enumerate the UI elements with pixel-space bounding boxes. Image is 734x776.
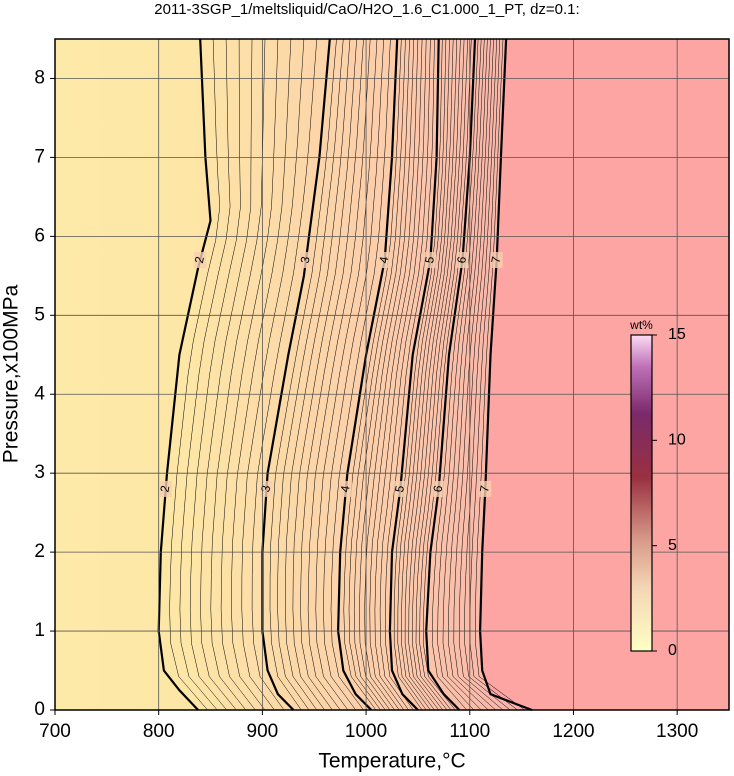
x-tick-label: 900	[247, 721, 279, 742]
x-tick-label: 700	[39, 721, 71, 742]
chart-title: 2011-3SGP_1/meltsliquid/CaO/H2O_1.6_C1.0…	[154, 1, 579, 18]
contour-line	[425, 38, 477, 711]
plot-frame	[54, 38, 730, 711]
minor-contour	[401, 38, 450, 711]
minor-contour	[437, 38, 482, 711]
y-tick-label: 2	[34, 541, 45, 562]
colorbar-tick-label: 15	[668, 326, 686, 343]
contour-label: 7	[477, 484, 492, 493]
minor-contour	[374, 38, 427, 711]
contour-label-bg	[394, 480, 407, 497]
colorbar-tick-label: 0	[668, 642, 677, 659]
minor-contour	[189, 38, 241, 711]
contour-label-bg	[378, 252, 391, 269]
minor-contour	[458, 38, 504, 711]
x-tick-label: 1000	[345, 721, 387, 742]
contour-label: 5	[392, 484, 407, 493]
y-tick-label: 6	[34, 225, 45, 246]
contour-label-bg	[159, 480, 172, 497]
contour-label-bg	[299, 252, 312, 269]
minor-contour	[300, 38, 364, 711]
minor-contour	[323, 38, 384, 711]
minor-contour	[464, 38, 511, 711]
minor-contour	[448, 38, 489, 711]
saturated-region	[480, 39, 729, 710]
colorbar-tick-label: 10	[668, 432, 686, 449]
minor-contour	[307, 38, 371, 711]
minor-contour	[169, 38, 221, 711]
colorbar-tick-label: 5	[668, 537, 677, 554]
minor-contour	[379, 38, 431, 711]
minor-contour	[359, 38, 415, 711]
minor-contour	[431, 38, 479, 711]
minor-contour	[179, 38, 231, 711]
contour-label: 4	[376, 255, 391, 264]
minor-contour	[269, 38, 337, 711]
minor-contour	[412, 38, 461, 711]
contour-label: 2	[157, 484, 172, 493]
minor-contour	[422, 38, 472, 711]
y-tick-label: 0	[34, 699, 45, 720]
contour-label: 6	[430, 484, 445, 493]
minor-contour	[200, 38, 253, 711]
contour-label: 3	[298, 255, 313, 264]
contour-label: 6	[454, 255, 469, 264]
minor-contour	[415, 38, 465, 711]
contour-label: 4	[338, 484, 353, 493]
minor-contour	[241, 38, 305, 711]
minor-contour	[292, 38, 357, 711]
minor-contour	[220, 38, 279, 711]
minor-contour	[397, 38, 447, 711]
y-tick-label: 5	[34, 304, 45, 325]
minor-contour	[385, 38, 435, 711]
minor-contour	[348, 38, 406, 711]
x-tick-label: 1300	[656, 721, 698, 742]
minor-contour	[408, 38, 458, 711]
minor-contour	[315, 38, 378, 711]
minor-contour	[469, 38, 518, 711]
y-tick-label: 7	[34, 146, 45, 167]
contour-line	[336, 38, 399, 711]
x-axis-label: Temperature,°C	[318, 750, 465, 773]
y-tick-label: 3	[34, 462, 45, 483]
minor-contour	[453, 38, 496, 711]
minor-contour	[251, 38, 318, 711]
contour-label-bg	[339, 480, 352, 497]
contour-label: 7	[488, 255, 503, 264]
colorbar	[630, 334, 653, 652]
contour-label-bg	[456, 252, 469, 269]
minor-contour	[343, 38, 402, 711]
minor-contour	[285, 38, 351, 711]
contour-label-bg	[424, 252, 437, 269]
minor-contour	[369, 38, 423, 711]
minor-contour	[393, 38, 443, 711]
x-tick-label: 1100	[449, 721, 490, 742]
contour-label-bg	[479, 480, 492, 497]
minor-contour	[419, 38, 468, 711]
y-tick-label: 8	[34, 67, 45, 88]
minor-contour	[353, 38, 410, 711]
y-axis-label: Pressure,x100MPa	[0, 284, 23, 463]
contour-label: 5	[422, 255, 437, 264]
y-tick-label: 4	[34, 383, 45, 404]
minor-contour	[277, 38, 344, 711]
contour-label: 2	[192, 255, 207, 264]
x-tick-label: 800	[143, 721, 175, 742]
x-tick-label: 1200	[552, 721, 594, 742]
minor-contour	[330, 38, 391, 711]
y-tick-label: 1	[34, 620, 45, 641]
contour-label-bg	[194, 252, 207, 269]
contour-label-bg	[432, 480, 445, 497]
contour-label-bg	[490, 252, 503, 269]
contour-line	[388, 38, 440, 711]
minor-contour	[442, 38, 485, 711]
contour-label: 3	[258, 484, 273, 493]
contour-label-bg	[260, 480, 273, 497]
minor-contour	[475, 38, 525, 711]
minor-contour	[404, 38, 454, 711]
colorbar-label: wt%	[629, 318, 653, 332]
minor-contour	[231, 38, 292, 711]
minor-contour	[364, 38, 419, 711]
